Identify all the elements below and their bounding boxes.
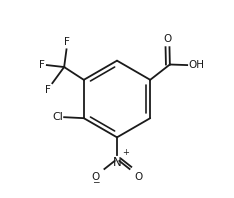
Text: F: F (64, 37, 69, 47)
Text: N: N (113, 156, 121, 169)
Text: OH: OH (188, 60, 204, 70)
Text: F: F (45, 85, 51, 95)
Text: +: + (122, 148, 129, 157)
Text: O: O (92, 172, 100, 182)
Text: O: O (134, 172, 142, 182)
Text: O: O (163, 34, 172, 44)
Text: −: − (92, 177, 99, 187)
Text: Cl: Cl (52, 112, 63, 122)
Text: F: F (39, 60, 45, 70)
